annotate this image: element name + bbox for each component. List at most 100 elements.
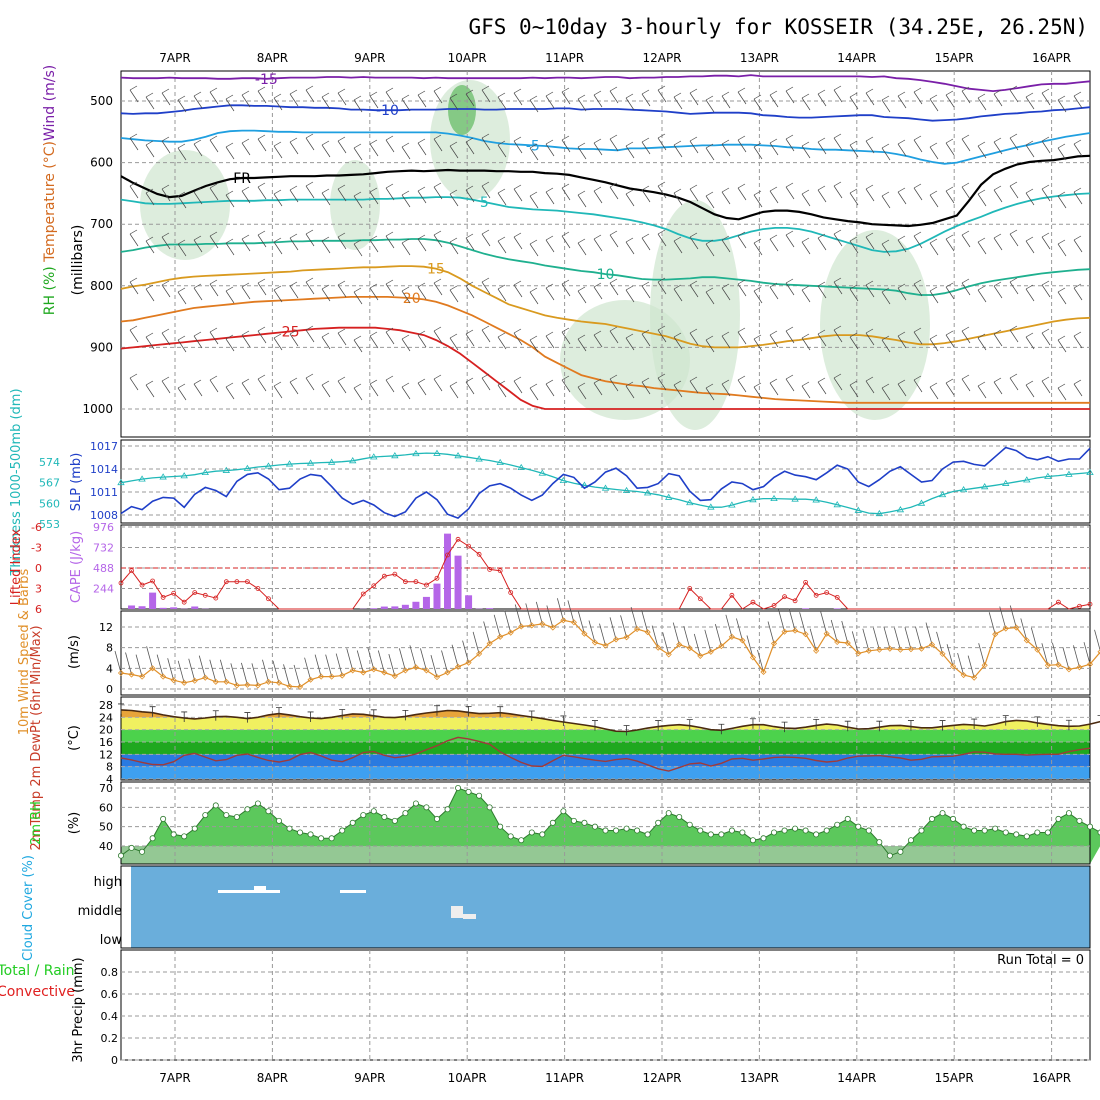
wind10-marker [423, 667, 430, 674]
wind-barb [593, 138, 603, 156]
wind10-barb [462, 640, 469, 663]
wind-barb [1057, 335, 1067, 353]
rh2m-unit-label: (%) [67, 812, 82, 835]
wind-barb [161, 232, 171, 250]
wind-barb [977, 237, 987, 255]
slp-thickness-panel [120, 439, 1091, 524]
wind-barb [305, 229, 315, 247]
wind-barb [1041, 88, 1051, 106]
wind10-barb [146, 646, 153, 669]
wind10-marker [307, 676, 314, 683]
wind-barb [401, 190, 411, 208]
wind-barb [913, 87, 923, 105]
wind-barb [961, 278, 971, 296]
rh-marker [992, 825, 999, 832]
thickness-marker [180, 472, 188, 479]
wind-barb [641, 329, 651, 347]
wind-barb [625, 237, 635, 255]
wind-barb [193, 379, 203, 397]
wind-barb [593, 378, 603, 396]
wind10-marker [518, 623, 525, 630]
lifted-marker [371, 583, 377, 589]
wind-barb [481, 373, 491, 391]
rh-marker [412, 800, 419, 807]
wind-barb [305, 277, 315, 295]
wind-barb [305, 85, 315, 103]
wind10-marker [507, 629, 514, 636]
lifted-marker [360, 591, 366, 597]
temp-tick: 8 [106, 761, 113, 774]
date-label-top: 7APR [159, 51, 190, 65]
wind-barb [737, 375, 747, 393]
rh-marker [792, 825, 799, 832]
wind10-marker [939, 650, 946, 657]
wind-barb [817, 329, 827, 347]
wind-barb [273, 93, 283, 111]
temp-errorbar [623, 725, 630, 736]
wind-barb [129, 229, 139, 247]
rh-marker [1034, 829, 1041, 836]
wind-barb [1041, 232, 1051, 250]
temp-tick: 20 [99, 724, 113, 737]
wind10-barb [778, 609, 785, 632]
wind10-marker [581, 630, 588, 637]
wind-barb [993, 329, 1003, 347]
pressure-tick: 900 [90, 340, 113, 354]
rh-marker [275, 817, 282, 824]
cloud-level-label: high [94, 875, 122, 890]
wind10-barb [820, 611, 828, 634]
wind-barb [369, 235, 379, 253]
wind-barb [465, 233, 475, 251]
wind10-barb [851, 631, 859, 654]
wind-barb [785, 230, 795, 248]
wind10-barb [693, 633, 701, 657]
wind-barb [1009, 325, 1019, 343]
wind-barb [497, 188, 507, 206]
wind-barb [497, 140, 507, 158]
wind-barb [1025, 92, 1035, 110]
wind10-marker [591, 639, 599, 646]
thickness-marker [601, 484, 610, 491]
precip-tick: 0.8 [101, 966, 119, 979]
date-label-bottom: 10APR [448, 1071, 487, 1085]
wind10-marker [760, 668, 767, 676]
wind-barb [529, 335, 539, 353]
wind-barb [1057, 143, 1067, 161]
rh-marker [286, 825, 293, 832]
wind-barb [193, 91, 203, 109]
thickness-marker [1023, 476, 1031, 483]
rh-area [121, 788, 1100, 864]
wind-barb [241, 234, 251, 252]
temp-errorbar [655, 720, 662, 731]
precip-total-label: Total / Rain [0, 963, 75, 979]
wind-barb [977, 189, 987, 207]
wind10-marker [138, 673, 146, 680]
cape-bar [444, 533, 452, 609]
wind10-marker [770, 640, 778, 647]
wind10-barb [967, 655, 975, 678]
wind-barb [865, 280, 875, 298]
lifted-marker [824, 590, 830, 595]
wind10-marker [265, 678, 272, 685]
rh-marker [339, 827, 346, 834]
wind10-marker [433, 674, 441, 681]
rh-tick: 40 [99, 840, 113, 853]
wind10-barb [999, 606, 1007, 629]
wind-barb [193, 139, 203, 157]
wind-barb [337, 88, 347, 106]
wind10-marker [1086, 661, 1094, 668]
wind-barb [721, 187, 731, 205]
rh-marker [139, 848, 146, 855]
wind-barb [993, 281, 1003, 299]
wind-barb [961, 326, 971, 344]
wind-barb [337, 280, 347, 298]
wind-barb [369, 379, 379, 397]
wind-barb [801, 189, 811, 207]
wind-barb [625, 333, 635, 351]
lifted-marker [413, 579, 419, 585]
wind-barb [913, 327, 923, 345]
wind10-marker [202, 674, 209, 681]
wind-barb [769, 378, 779, 396]
wind10-marker [328, 673, 335, 680]
cape-bar [170, 607, 178, 609]
